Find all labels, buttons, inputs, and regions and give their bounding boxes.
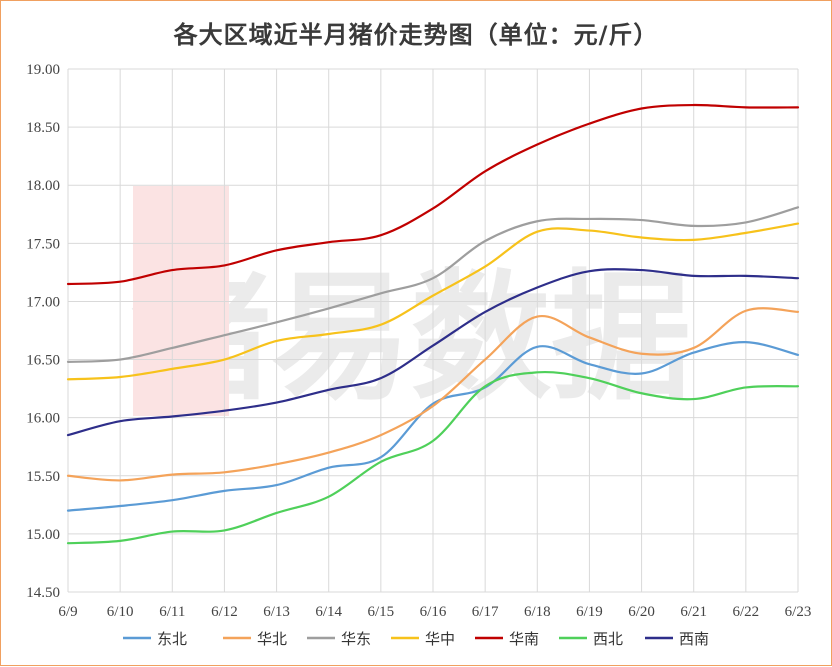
x-tick-label: 6/12 (211, 604, 238, 620)
legend-label-5: 华南 (509, 630, 539, 648)
series-line-2 (66, 307, 800, 482)
x-tick-label: 6/11 (159, 604, 185, 620)
legend-label-4: 华中 (425, 630, 455, 648)
series-line-1 (66, 341, 800, 512)
series-line-5 (66, 103, 800, 286)
y-tick-label: 17.50 (26, 236, 60, 252)
series-line-6 (66, 370, 800, 545)
x-tick-label: 6/22 (733, 604, 760, 620)
y-tick-label: 14.50 (26, 585, 60, 601)
y-tick-label: 16.50 (26, 353, 60, 369)
x-tick-label: 6/15 (368, 604, 395, 620)
x-tick-label: 6/16 (420, 604, 447, 620)
series-line-4 (66, 222, 800, 381)
y-tick-label: 15.00 (26, 527, 60, 543)
chart-title: 各大区域近半月猪价走势图（单位：元/斤） (173, 21, 659, 49)
legend-label-1: 东北 (157, 630, 187, 648)
y-tick-label: 15.50 (26, 469, 60, 485)
legend-label-6: 西北 (593, 630, 623, 648)
x-tick-label: 6/18 (524, 604, 551, 620)
legend-label-3: 华东 (341, 630, 371, 648)
x-tick-label: 6/19 (576, 604, 603, 620)
x-tick-label: 6/13 (263, 604, 290, 620)
x-tick-label: 6/14 (315, 604, 342, 620)
y-tick-label: 16.00 (26, 411, 60, 427)
x-tick-label: 6/21 (680, 604, 707, 620)
x-tick-label: 6/10 (107, 604, 134, 620)
series-line-3 (66, 206, 800, 363)
x-tick-label: 6/9 (58, 604, 77, 620)
x-tick-label: 6/23 (785, 604, 812, 620)
y-tick-label: 18.50 (26, 120, 60, 136)
x-tick-label: 6/20 (628, 604, 655, 620)
y-tick-label: 18.00 (26, 178, 60, 194)
series-line-7 (66, 268, 800, 437)
legend-label-7: 西南 (679, 630, 709, 648)
legend-label-2: 华北 (257, 630, 287, 648)
x-tick-label: 6/17 (472, 604, 499, 620)
y-tick-label: 19.00 (26, 62, 60, 78)
y-tick-label: 17.00 (26, 294, 60, 310)
